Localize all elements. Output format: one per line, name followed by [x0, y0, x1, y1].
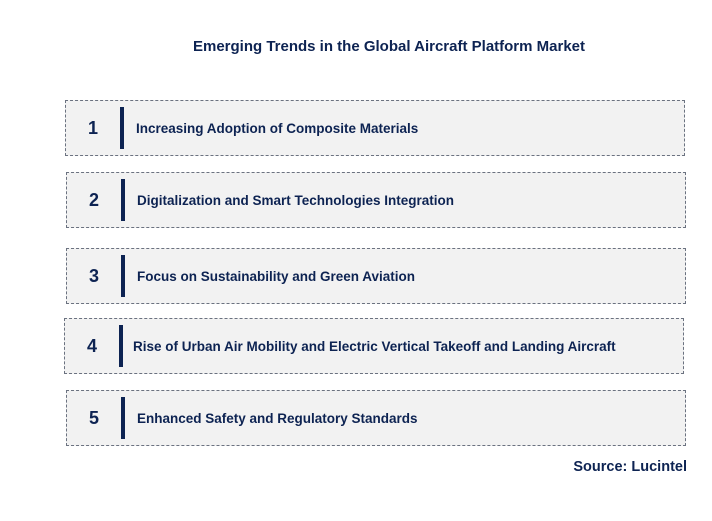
trend-item-4: 4 Rise of Urban Air Mobility and Electri…: [64, 318, 684, 374]
trend-label: Focus on Sustainability and Green Aviati…: [137, 268, 416, 284]
trend-divider: [120, 107, 124, 149]
trend-item-5: 5 Enhanced Safety and Regulatory Standar…: [66, 390, 686, 446]
trend-divider: [121, 397, 125, 439]
trend-item-2: 2 Digitalization and Smart Technologies …: [66, 172, 686, 228]
trend-item-1: 1 Increasing Adoption of Composite Mater…: [65, 100, 685, 156]
trend-item-3: 3 Focus on Sustainability and Green Avia…: [66, 248, 686, 304]
trend-number: 4: [86, 335, 97, 356]
trend-number: 5: [88, 407, 99, 428]
trend-divider: [119, 325, 123, 367]
trend-number: 3: [88, 265, 99, 286]
trend-number: 2: [88, 189, 99, 210]
trend-label: Rise of Urban Air Mobility and Electric …: [133, 338, 616, 354]
trend-divider: [121, 179, 125, 221]
trend-label: Enhanced Safety and Regulatory Standards: [137, 410, 418, 426]
trend-number: 1: [87, 117, 98, 138]
trend-label: Digitalization and Smart Technologies In…: [137, 192, 455, 208]
trend-label: Increasing Adoption of Composite Materia…: [136, 120, 419, 136]
trend-divider: [121, 255, 125, 297]
diagram-title: Emerging Trends in the Global Aircraft P…: [192, 38, 586, 55]
source-credit: Source: Lucintel: [573, 459, 687, 475]
